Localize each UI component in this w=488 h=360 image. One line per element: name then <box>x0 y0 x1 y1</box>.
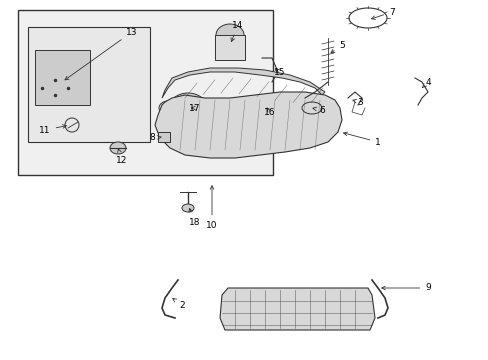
Polygon shape <box>162 68 325 98</box>
Text: 4: 4 <box>422 77 430 87</box>
Bar <box>18 10 272 175</box>
Text: 7: 7 <box>371 8 394 19</box>
Polygon shape <box>155 92 341 158</box>
Text: 18: 18 <box>189 208 201 226</box>
Ellipse shape <box>216 24 244 46</box>
Text: 5: 5 <box>330 41 344 53</box>
Text: 10: 10 <box>206 186 217 230</box>
Text: 14: 14 <box>230 21 243 41</box>
Text: 6: 6 <box>312 105 324 114</box>
Text: 1: 1 <box>343 132 380 147</box>
Bar <box>35 50 90 105</box>
Bar <box>158 132 170 142</box>
Text: 16: 16 <box>264 108 275 117</box>
Bar <box>28 27 150 142</box>
Text: 11: 11 <box>39 125 66 135</box>
Ellipse shape <box>159 101 177 115</box>
Text: 15: 15 <box>274 68 285 77</box>
Text: 9: 9 <box>381 284 430 292</box>
Polygon shape <box>220 288 374 330</box>
Ellipse shape <box>169 93 206 123</box>
Text: 13: 13 <box>65 27 138 80</box>
Text: 17: 17 <box>189 104 201 112</box>
Text: 3: 3 <box>352 98 362 107</box>
Ellipse shape <box>182 204 194 212</box>
Text: 2: 2 <box>172 298 184 310</box>
Bar <box>215 35 244 60</box>
Ellipse shape <box>110 142 126 154</box>
Text: 12: 12 <box>116 149 127 165</box>
Text: 8: 8 <box>149 134 161 143</box>
